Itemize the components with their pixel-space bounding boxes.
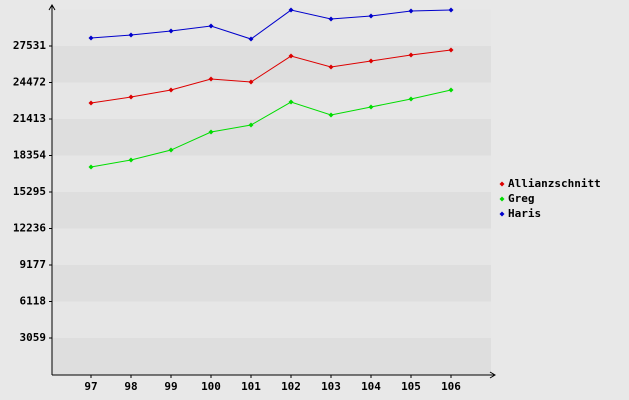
point bbox=[408, 96, 414, 102]
grid-band bbox=[52, 155, 491, 192]
x-tick-label: 102 bbox=[281, 380, 301, 393]
y-arrow bbox=[48, 4, 56, 11]
point bbox=[288, 99, 294, 105]
point bbox=[288, 53, 294, 59]
y-tick-label: 21413 bbox=[13, 112, 46, 125]
point bbox=[368, 58, 374, 64]
point bbox=[248, 79, 254, 85]
point bbox=[128, 157, 134, 163]
y-tick-label: 24472 bbox=[13, 76, 46, 89]
point bbox=[448, 87, 454, 93]
point bbox=[328, 16, 334, 22]
grid-band bbox=[52, 119, 491, 156]
series-line bbox=[90, 89, 452, 168]
point bbox=[288, 7, 294, 13]
point bbox=[208, 76, 214, 82]
x-tick-label: 104 bbox=[361, 380, 381, 393]
point bbox=[248, 36, 254, 42]
x-tick-label: 101 bbox=[241, 380, 261, 393]
x-tick-label: 105 bbox=[401, 380, 421, 393]
point bbox=[88, 100, 94, 106]
legend-label: Haris bbox=[508, 207, 541, 220]
point bbox=[208, 23, 214, 29]
point bbox=[208, 129, 214, 135]
series-line bbox=[90, 49, 452, 104]
y-tick-label: 3059 bbox=[20, 331, 47, 344]
x-tick-label: 106 bbox=[441, 380, 461, 393]
legend-label: Greg bbox=[508, 192, 535, 205]
y-tick-label: 27531 bbox=[13, 39, 46, 52]
x-arrow bbox=[489, 371, 496, 379]
point bbox=[128, 32, 134, 38]
point bbox=[368, 13, 374, 19]
series-line bbox=[90, 9, 452, 40]
grid-band bbox=[52, 265, 491, 302]
grid-band bbox=[52, 338, 491, 375]
x-tick-label: 99 bbox=[164, 380, 177, 393]
point bbox=[168, 28, 174, 34]
plot: 3059 6118 9177 12236 15295 18354 21413 24472 275… bbox=[13, 7, 601, 393]
point bbox=[88, 35, 94, 41]
point bbox=[168, 147, 174, 153]
grid-band bbox=[52, 46, 491, 83]
point bbox=[408, 52, 414, 58]
point bbox=[368, 104, 374, 110]
point bbox=[328, 64, 334, 70]
legend-marker bbox=[499, 211, 505, 217]
point bbox=[448, 7, 454, 13]
x-tick-label: 97 bbox=[84, 380, 97, 393]
point bbox=[248, 122, 254, 128]
y-tick-label: 15295 bbox=[13, 185, 46, 198]
legend-marker bbox=[499, 196, 505, 202]
bands bbox=[52, 9, 491, 375]
grid-band bbox=[52, 192, 491, 229]
point bbox=[328, 112, 334, 118]
grid-band bbox=[52, 301, 491, 338]
grid-band bbox=[52, 9, 491, 46]
y-tick-label: 6118 bbox=[20, 295, 47, 308]
grid-band bbox=[52, 228, 491, 265]
legend-marker bbox=[499, 181, 505, 187]
point bbox=[448, 47, 454, 53]
point bbox=[168, 87, 174, 93]
point bbox=[408, 8, 414, 14]
x-tick-label: 100 bbox=[201, 380, 221, 393]
y-tick-label: 18354 bbox=[13, 149, 46, 162]
y-tick-label: 12236 bbox=[13, 222, 46, 235]
x-tick-label: 98 bbox=[124, 380, 137, 393]
y-tick-label: 9177 bbox=[20, 258, 47, 271]
x-tick-label: 103 bbox=[321, 380, 341, 393]
legend-label: Allianzschnitt bbox=[508, 177, 601, 190]
point bbox=[88, 164, 94, 170]
point bbox=[128, 94, 134, 100]
